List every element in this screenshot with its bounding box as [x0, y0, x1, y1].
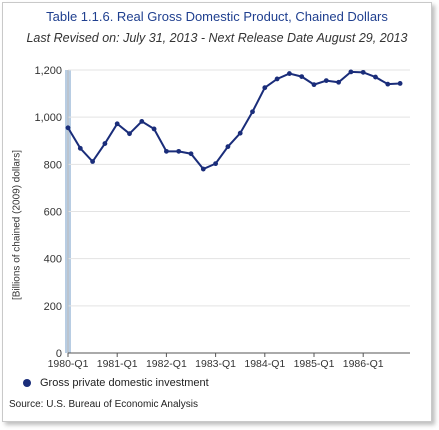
data-point — [360, 69, 366, 75]
data-point — [114, 121, 120, 127]
data-point — [373, 74, 378, 80]
y-tick-label: 800 — [44, 159, 62, 171]
data-point — [127, 131, 132, 137]
data-point — [188, 151, 194, 157]
data-point — [151, 126, 157, 132]
data-point — [262, 85, 268, 91]
legend[interactable]: Gross private domestic investment — [23, 377, 209, 389]
x-tick-label: 1984-Q1 — [244, 358, 285, 370]
x-tick-label: 1983-Q1 — [195, 358, 236, 370]
data-point — [225, 144, 231, 150]
data-point — [323, 78, 329, 84]
data-point — [348, 69, 354, 75]
x-tick-label: 1980-Q1 — [48, 358, 89, 370]
chart-title: Table 1.1.6. Real Gross Domestic Product… — [46, 9, 388, 24]
source-note: Source: U.S. Bureau of Economic Analysis — [9, 399, 198, 410]
data-point — [200, 166, 206, 172]
y-tick-label: 200 — [44, 301, 62, 313]
legend-label: Gross private domestic investment — [40, 377, 209, 389]
data-point — [299, 74, 305, 80]
data-point — [385, 81, 391, 87]
y-tick-label: 600 — [44, 207, 62, 219]
data-point — [176, 148, 182, 154]
chart-subtitle: Last Revised on: July 31, 2013 - Next Re… — [26, 31, 408, 45]
data-point — [237, 130, 243, 136]
data-point — [274, 76, 280, 82]
data-point — [397, 81, 403, 86]
x-tick-label: 1982-Q1 — [146, 358, 187, 370]
y-tick-label: 1,200 — [34, 65, 62, 77]
x-tick-label: 1985-Q1 — [294, 358, 335, 370]
data-point — [287, 71, 292, 76]
y-tick-label: 0 — [56, 348, 62, 360]
data-point — [164, 148, 169, 154]
y-tick-label: 400 — [44, 254, 62, 266]
data-point — [65, 125, 71, 131]
data-point — [311, 82, 317, 88]
legend-marker — [23, 379, 31, 387]
x-tick-label: 1981-Q1 — [97, 358, 138, 370]
data-point — [102, 141, 108, 146]
data-point — [250, 109, 255, 115]
data-point — [336, 79, 341, 85]
series-line — [67, 70, 401, 171]
data-point — [213, 161, 219, 167]
x-tick-label: 1986-Q1 — [343, 358, 384, 370]
data-point — [77, 145, 83, 151]
y-tick-label: 1,000 — [34, 112, 62, 124]
data-point — [90, 159, 95, 164]
data-point — [139, 119, 145, 124]
